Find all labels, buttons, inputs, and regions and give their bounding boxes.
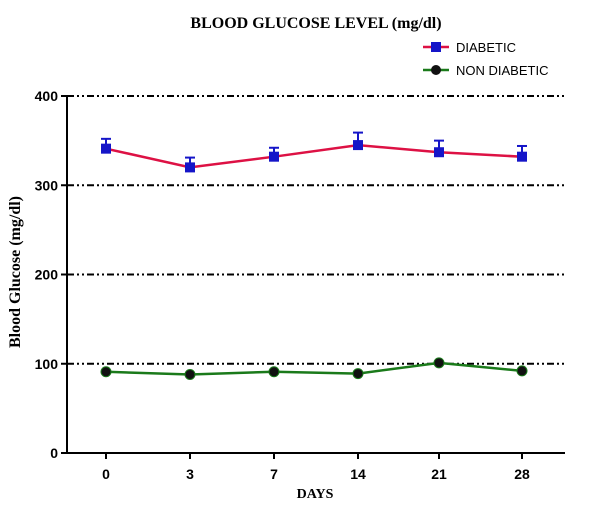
- axes: 0 100 200 300 400 0 3 7 14 21 28: [35, 88, 565, 482]
- series-line-diabetic: [105, 143, 523, 169]
- y-tick-label-400: 400: [35, 88, 59, 104]
- x-tick-label-21: 21: [431, 466, 447, 482]
- legend-item-non-diabetic: NON DIABETIC: [423, 63, 548, 78]
- x-tick-label-28: 28: [514, 466, 530, 482]
- chart-title: BLOOD GLUCOSE LEVEL (mg/dl): [190, 15, 441, 32]
- legend-item-diabetic: DIABETIC: [423, 40, 516, 55]
- y-tick-label-200: 200: [35, 267, 59, 283]
- series-non-diabetic: [100, 357, 528, 380]
- legend-marker-non-diabetic: [431, 65, 441, 75]
- point-diabetic-14: [353, 140, 363, 151]
- x-tick-label-0: 0: [102, 466, 110, 482]
- legend: DIABETIC NON DIABETIC: [423, 40, 548, 78]
- legend-label-non-diabetic: NON DIABETIC: [456, 63, 548, 78]
- y-axis-label: Blood Glucose (mg/dl): [7, 196, 24, 348]
- point-non-diabetic-28: [516, 365, 528, 377]
- x-tick-label-7: 7: [270, 466, 278, 482]
- y-tick-label-300: 300: [35, 177, 59, 193]
- y-tick-label-0: 0: [50, 445, 58, 461]
- point-non-diabetic-7: [268, 366, 280, 378]
- point-non-diabetic-21: [433, 357, 445, 369]
- legend-label-diabetic: DIABETIC: [456, 40, 516, 55]
- point-diabetic-3: [185, 162, 195, 173]
- point-non-diabetic-14: [352, 368, 364, 380]
- x-tick-label-3: 3: [186, 466, 194, 482]
- point-non-diabetic-3: [184, 368, 196, 380]
- series-layer: [100, 131, 528, 380]
- point-non-diabetic-0: [100, 366, 112, 378]
- point-diabetic-21: [434, 147, 444, 158]
- x-tick-label-14: 14: [350, 466, 366, 482]
- point-diabetic-0: [101, 143, 111, 154]
- y-tick-label-100: 100: [35, 356, 59, 372]
- legend-marker-diabetic: [431, 42, 441, 52]
- series-diabetic: [101, 131, 527, 173]
- series-line-non-diabetic: [105, 361, 523, 376]
- point-diabetic-28: [517, 151, 527, 162]
- point-diabetic-7: [269, 151, 279, 162]
- grid-lines: [67, 95, 565, 365]
- x-axis-label: DAYS: [297, 487, 334, 502]
